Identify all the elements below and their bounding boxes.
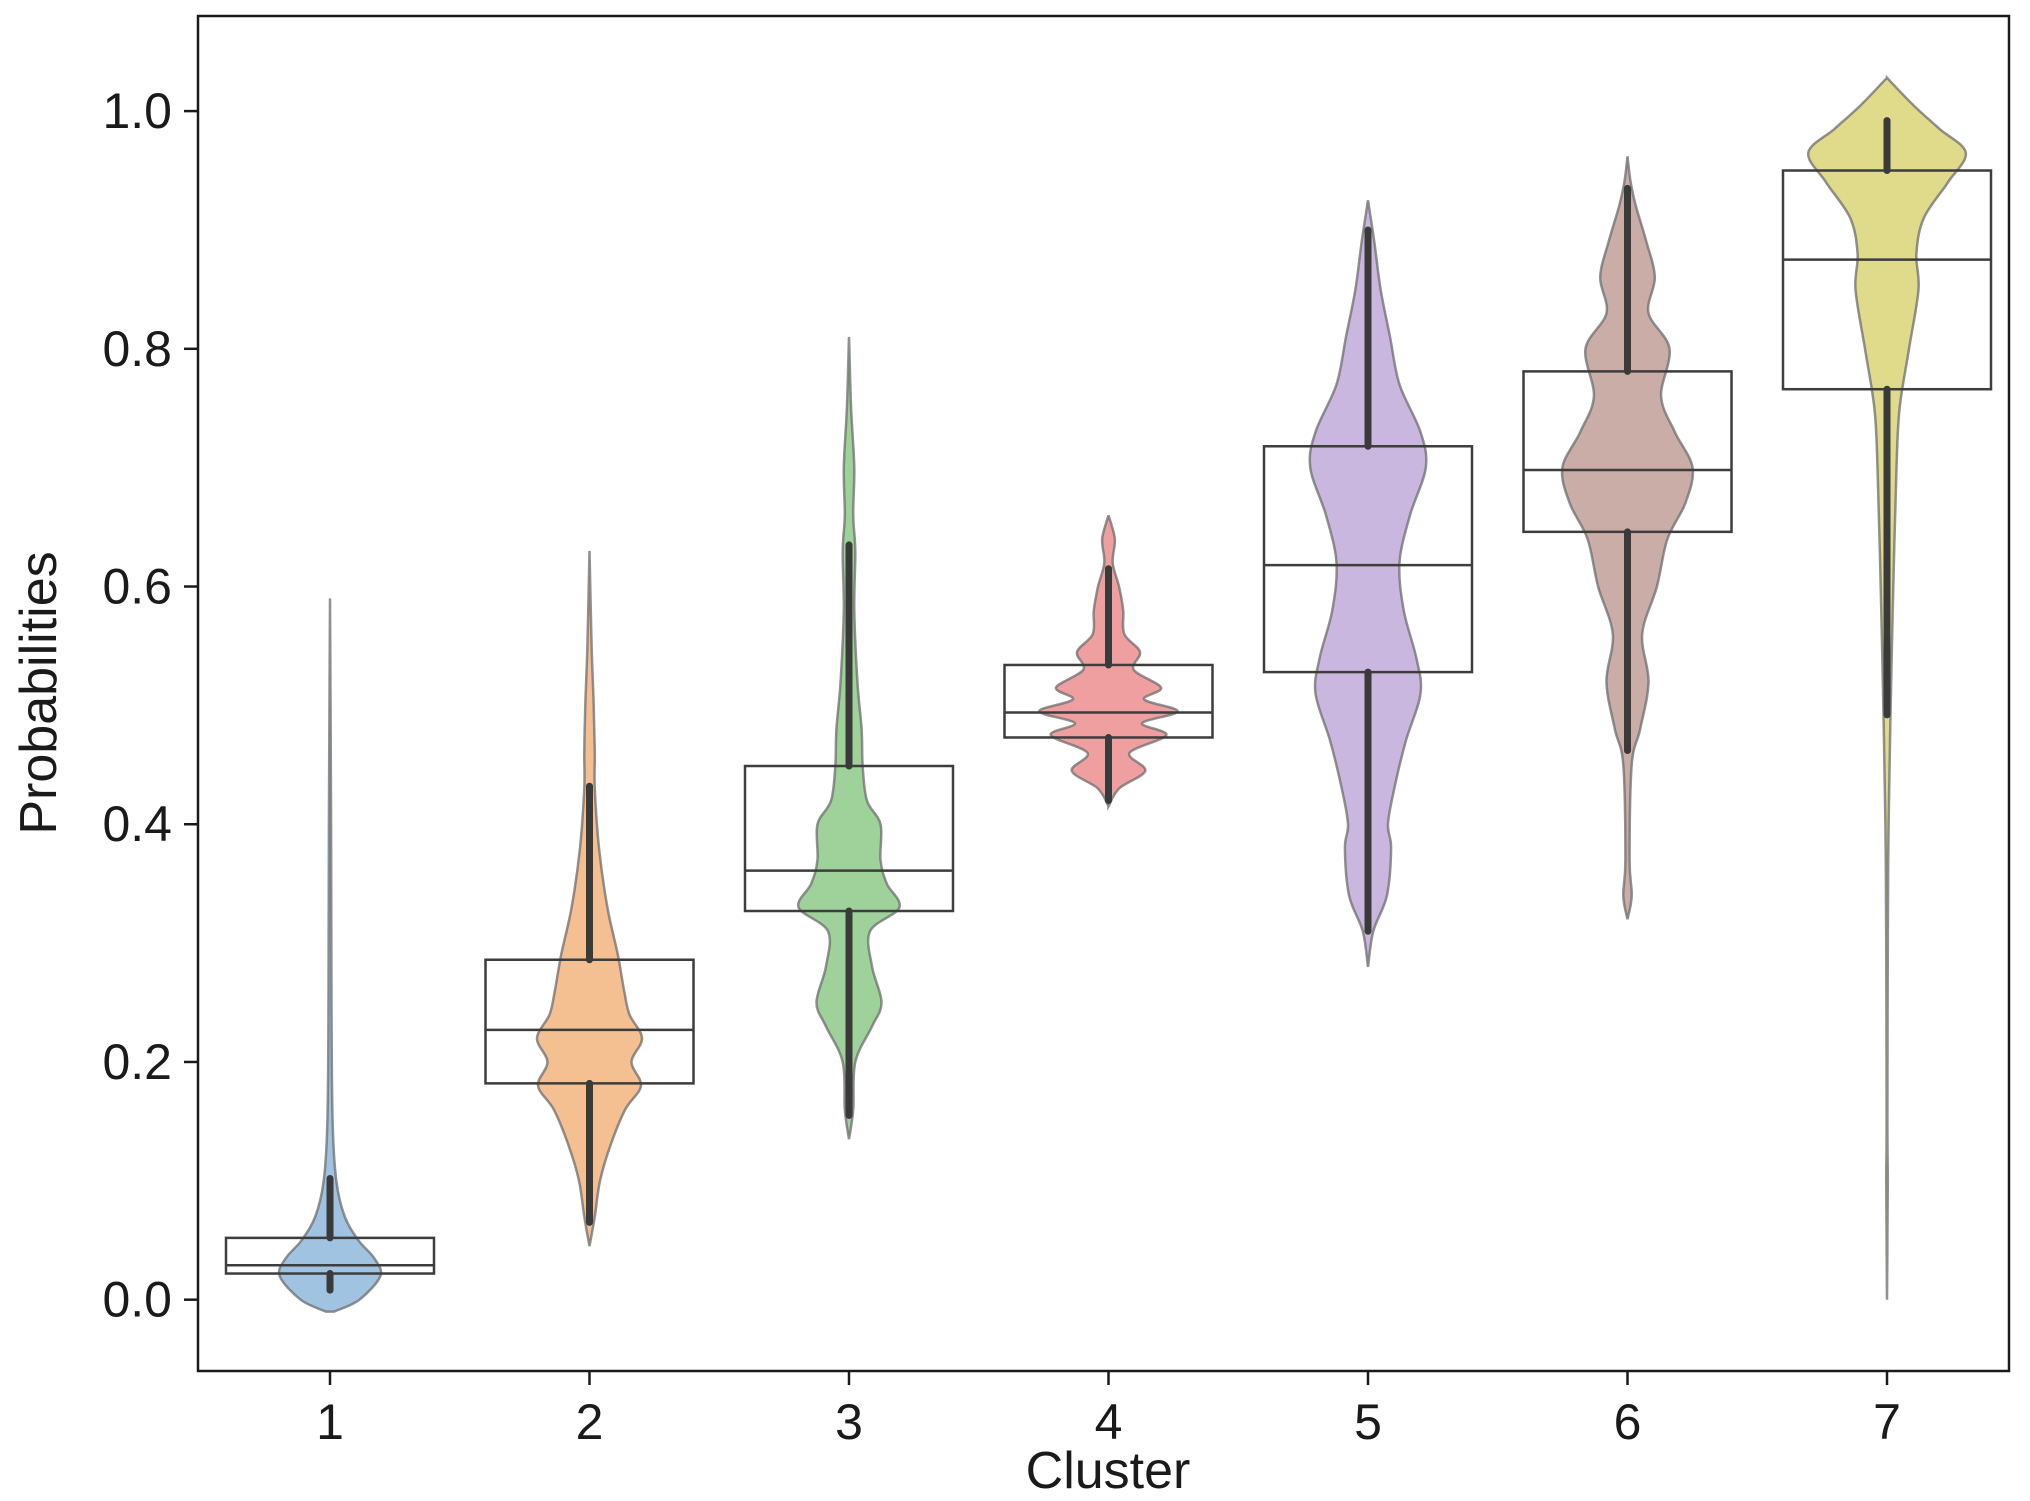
x-tick-label: 7 <box>1873 1394 1901 1450</box>
x-tick-label: 6 <box>1614 1394 1642 1450</box>
y-axis-title: Probabilities <box>10 551 68 834</box>
x-axis-title: Cluster <box>1026 1442 1191 1500</box>
y-tick-label: 0.2 <box>102 1034 172 1090</box>
y-tick-label: 0.4 <box>102 796 172 852</box>
violin-cluster-5 <box>1308 200 1428 968</box>
x-tick-label: 4 <box>1095 1394 1123 1450</box>
x-tick-label: 1 <box>316 1394 344 1450</box>
plot-frame <box>196 14 2011 1373</box>
y-tick-label: 0.0 <box>102 1272 172 1328</box>
y-tick-label: 0.8 <box>102 321 172 377</box>
x-tick-label: 3 <box>835 1394 863 1450</box>
x-tick-label: 5 <box>1354 1394 1382 1450</box>
x-axis: 1 2 3 4 5 6 7 <box>316 1371 1901 1450</box>
y-axis: 0.0 0.2 0.4 0.6 0.8 1.0 <box>102 83 198 1328</box>
y-tick-label: 0.6 <box>102 559 172 615</box>
x-tick-label: 2 <box>576 1394 604 1450</box>
boxes-layer <box>224 117 1993 1294</box>
violin-cluster-1 <box>277 598 383 1313</box>
y-tick-label: 1.0 <box>102 83 172 139</box>
